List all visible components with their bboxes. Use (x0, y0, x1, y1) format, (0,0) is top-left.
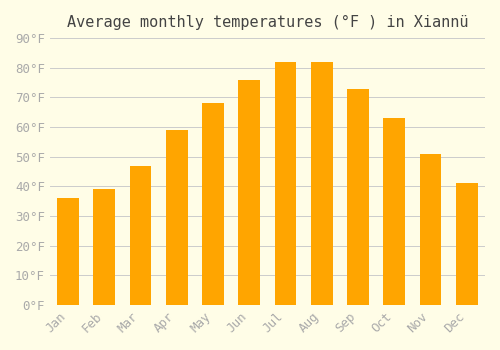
Bar (57, 198, 79, 305)
Bar (202, 103, 224, 305)
Bar (384, 118, 405, 305)
Bar (274, 62, 296, 305)
Bar (130, 166, 152, 305)
Bar (347, 89, 369, 305)
Bar (166, 130, 188, 305)
Bar (456, 183, 477, 305)
Bar (94, 189, 115, 305)
Bar (238, 80, 260, 305)
Bar (420, 154, 442, 305)
Bar (311, 62, 332, 305)
Title: Average monthly temperatures (°F ) in Xiannü: Average monthly temperatures (°F ) in Xi… (66, 15, 468, 30)
